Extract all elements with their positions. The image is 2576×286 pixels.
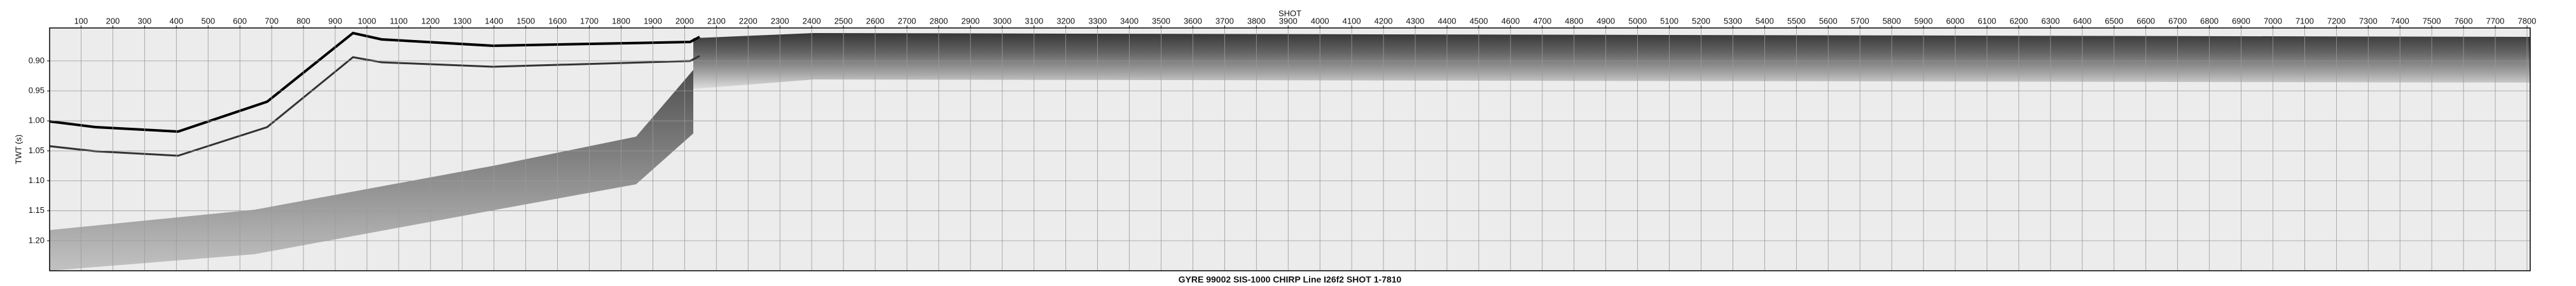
x-tick-label: 1600 <box>548 16 567 25</box>
x-tick-label: 3000 <box>993 16 1011 25</box>
x-tick-label: 5000 <box>1628 16 1647 25</box>
x-tick-label: 7000 <box>2264 16 2282 25</box>
x-tick-label: 1100 <box>390 16 408 25</box>
x-tick-label: 7100 <box>2296 16 2314 25</box>
x-tick-label: 5700 <box>1851 16 1869 25</box>
x-tick-label: 2200 <box>739 16 758 25</box>
x-tick-label: 4100 <box>1343 16 1361 25</box>
y-tick-label: 1.10 <box>29 175 45 185</box>
x-tick-label: 4900 <box>1596 16 1615 25</box>
x-tick-label: 4700 <box>1533 16 1551 25</box>
x-tick-label: 7300 <box>2359 16 2378 25</box>
y-axis-label: TWT (s) <box>13 135 23 165</box>
x-tick-label: 5900 <box>1915 16 1933 25</box>
x-tick-label: 5400 <box>1755 16 1774 25</box>
x-tick-label: 2600 <box>866 16 885 25</box>
x-tick-label: 6600 <box>2136 16 2155 25</box>
x-tick-label: 800 <box>296 16 310 25</box>
x-tick-label: 3200 <box>1056 16 1075 25</box>
x-tick-label: 7800 <box>2518 16 2537 25</box>
x-tick-label: 3800 <box>1247 16 1266 25</box>
x-tick-label: 4300 <box>1406 16 1425 25</box>
x-tick-label: 4500 <box>1469 16 1488 25</box>
x-tick-label: 1000 <box>357 16 376 25</box>
x-tick-label: 2700 <box>897 16 916 25</box>
x-tick-label: 2500 <box>834 16 853 25</box>
chart-title: GYRE 99002 SIS-1000 CHIRP Line I26f2 SHO… <box>1179 275 1402 285</box>
y-tick-label: 1.00 <box>29 116 45 125</box>
x-tick-label: 1800 <box>612 16 630 25</box>
x-tick-label: 4200 <box>1375 16 1393 25</box>
x-tick-label: 3100 <box>1025 16 1043 25</box>
y-tick-label: 1.15 <box>29 205 45 215</box>
x-tick-label: 5800 <box>1883 16 1901 25</box>
x-tick-label: 4800 <box>1565 16 1583 25</box>
x-tick-label: 1700 <box>580 16 599 25</box>
x-tick-label: 6100 <box>1978 16 1997 25</box>
x-tick-label: 1400 <box>485 16 503 25</box>
x-tick-label: 2400 <box>803 16 821 25</box>
x-tick-label: 400 <box>169 16 183 25</box>
x-tick-label: 3400 <box>1120 16 1139 25</box>
x-tick-label: 6400 <box>2073 16 2091 25</box>
x-tick-label: 3900 <box>1279 16 1298 25</box>
x-tick-label: 5100 <box>1660 16 1679 25</box>
x-tick-label: 7500 <box>2423 16 2441 25</box>
x-tick-label: 600 <box>233 16 247 25</box>
x-tick-label: 6000 <box>1946 16 1965 25</box>
x-tick-label: 2900 <box>961 16 980 25</box>
x-tick-label: 1200 <box>421 16 440 25</box>
x-tick-label: 1900 <box>644 16 662 25</box>
x-tick-label: 300 <box>137 16 151 25</box>
x-tick-label: 1500 <box>516 16 535 25</box>
x-tick-label: 4000 <box>1311 16 1329 25</box>
x-tick-label: 100 <box>74 16 88 25</box>
y-tick-label: 0.95 <box>29 85 45 95</box>
y-tick-label: 1.05 <box>29 146 45 155</box>
x-tick-label: 6700 <box>2168 16 2187 25</box>
x-tick-label: 500 <box>201 16 215 25</box>
x-tick-label: 6800 <box>2200 16 2219 25</box>
y-tick-label: 0.90 <box>29 55 45 65</box>
x-tick-label: 5300 <box>1724 16 1742 25</box>
x-tick-label: 7600 <box>2455 16 2473 25</box>
x-tick-label: 5200 <box>1692 16 1710 25</box>
x-tick-label: 6300 <box>2041 16 2060 25</box>
x-tick-label: 700 <box>265 16 279 25</box>
x-tick-label: 200 <box>106 16 120 25</box>
plot-frame <box>49 27 2531 271</box>
x-tick-label: 2100 <box>707 16 726 25</box>
x-tick-label: 2300 <box>771 16 789 25</box>
x-tick-label: 2800 <box>929 16 948 25</box>
x-tick-label: 4400 <box>1438 16 1457 25</box>
x-tick-label: 1300 <box>453 16 471 25</box>
x-tick-label: 7400 <box>2391 16 2409 25</box>
x-tick-label: 5600 <box>1819 16 1838 25</box>
x-tick-label: 6500 <box>2105 16 2123 25</box>
x-tick-label: 3500 <box>1152 16 1170 25</box>
x-tick-label: 5500 <box>1787 16 1806 25</box>
x-tick-label: 7200 <box>2327 16 2346 25</box>
x-tick-label: 900 <box>328 16 342 25</box>
x-tick-label: 3700 <box>1215 16 1234 25</box>
x-tick-label: 7700 <box>2486 16 2505 25</box>
x-tick-label: 2000 <box>675 16 694 25</box>
seismic-image <box>49 28 2530 271</box>
x-axis-label: SHOT <box>1278 8 1301 18</box>
x-tick-label: 6900 <box>2232 16 2250 25</box>
y-tick-label: 1.20 <box>29 235 45 245</box>
x-tick-label: 6200 <box>2009 16 2028 25</box>
x-tick-label: 4600 <box>1501 16 1520 25</box>
x-tick-label: 3600 <box>1184 16 1202 25</box>
x-tick-label: 3300 <box>1088 16 1107 25</box>
